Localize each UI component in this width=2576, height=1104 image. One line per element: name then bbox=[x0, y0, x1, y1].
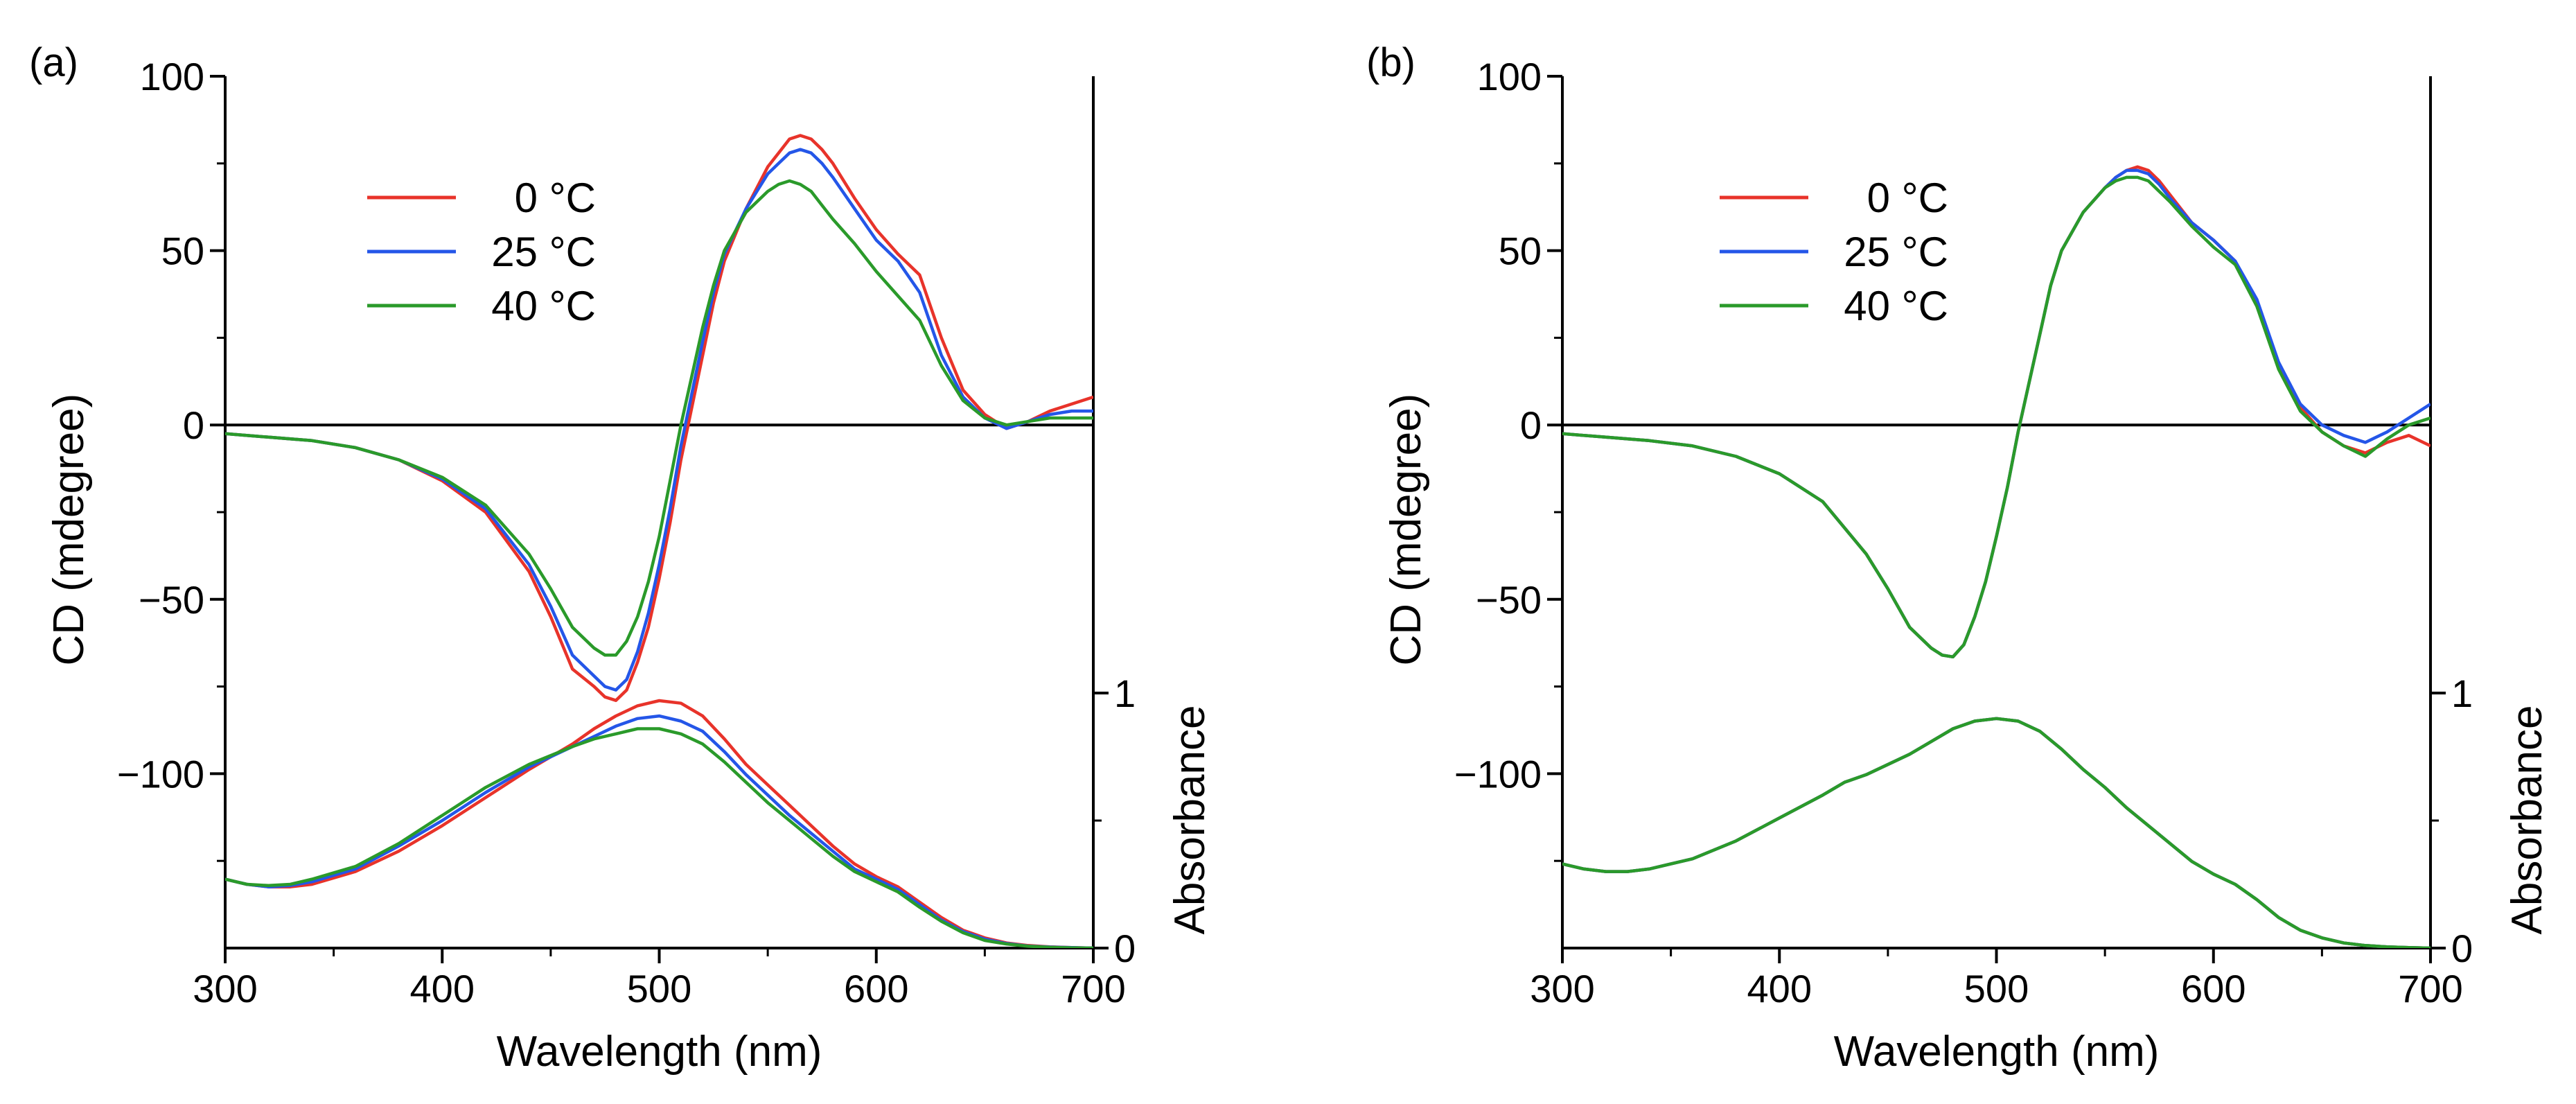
y-tick-label: 50 bbox=[161, 229, 204, 273]
legend: 0 °C 25 °C 40 °C bbox=[367, 175, 596, 329]
cd-line-1 bbox=[225, 134, 1093, 702]
y2-axis-title: Absorbance bbox=[1166, 706, 1214, 935]
x-tick-label: 500 bbox=[1964, 967, 2029, 1010]
plot-area bbox=[1562, 165, 2431, 948]
legend-label: 40 °C bbox=[1844, 283, 1948, 329]
y2-tick-label: 1 bbox=[2451, 672, 2473, 715]
legend-label: 40 °C bbox=[491, 283, 596, 329]
cd-line-2 bbox=[225, 148, 1093, 692]
legend-label: 25 °C bbox=[491, 229, 596, 275]
panel-label: (b) bbox=[1366, 40, 1415, 85]
absorbance-line-3 bbox=[225, 727, 1093, 948]
x-tick-label: 400 bbox=[410, 967, 475, 1010]
y-tick-label: −100 bbox=[1454, 752, 1542, 796]
legend-label: 25 °C bbox=[1844, 229, 1948, 275]
y-tick-label: 50 bbox=[1499, 229, 1542, 273]
y2-tick-label: 1 bbox=[1114, 672, 1136, 715]
x-tick-label: 400 bbox=[1747, 967, 1812, 1010]
y2-axis-title: Absorbance bbox=[2503, 706, 2551, 935]
y-tick-label: 100 bbox=[1477, 55, 1542, 98]
x-tick-label: 600 bbox=[844, 967, 908, 1010]
x-tick-label: 700 bbox=[2398, 967, 2462, 1010]
y-tick-label: −100 bbox=[117, 752, 204, 796]
panel-label: (a) bbox=[29, 40, 78, 85]
x-tick-label: 700 bbox=[1061, 967, 1125, 1010]
absorbance-line-1 bbox=[1562, 717, 2431, 948]
x-axis-title: Wavelength (nm) bbox=[497, 1028, 822, 1076]
y-tick-label: 100 bbox=[140, 55, 204, 98]
legend: 0 °C 25 °C 40 °C bbox=[1720, 175, 1948, 329]
x-tick-label: 300 bbox=[193, 967, 257, 1010]
y-axis-title: CD (mdegree) bbox=[45, 394, 93, 666]
x-tick-label: 300 bbox=[1530, 967, 1594, 1010]
absorbance-line-2 bbox=[225, 714, 1093, 948]
cd-line-2 bbox=[1562, 168, 2431, 659]
absorbance-line-1 bbox=[225, 699, 1093, 948]
y2-tick-label: 0 bbox=[2451, 927, 2473, 970]
y-axis-title: CD (mdegree) bbox=[1382, 394, 1430, 666]
legend-label: 0 °C bbox=[515, 175, 596, 221]
y-tick-label: −50 bbox=[139, 578, 204, 622]
x-axis-title: Wavelength (nm) bbox=[1834, 1028, 2160, 1076]
x-tick-label: 600 bbox=[2181, 967, 2246, 1010]
y2-tick-label: 0 bbox=[1114, 927, 1136, 970]
y-tick-label: 0 bbox=[183, 403, 204, 447]
y-tick-label: −50 bbox=[1476, 578, 1542, 622]
legend-label: 0 °C bbox=[1867, 175, 1948, 221]
x-tick-label: 500 bbox=[627, 967, 691, 1010]
y-tick-label: 0 bbox=[1520, 403, 1542, 447]
plot-area bbox=[225, 134, 1093, 948]
absorbance-line-3 bbox=[1562, 717, 2431, 948]
absorbance-line-2 bbox=[1562, 717, 2431, 948]
cd-line-3 bbox=[225, 179, 1093, 657]
cd-line-3 bbox=[1562, 175, 2431, 659]
